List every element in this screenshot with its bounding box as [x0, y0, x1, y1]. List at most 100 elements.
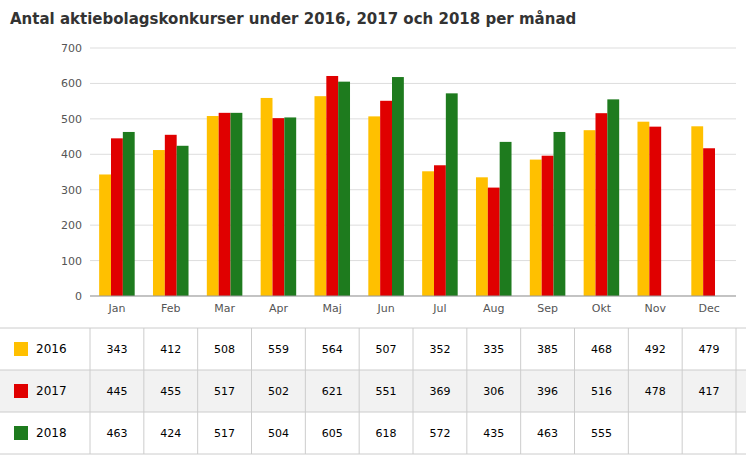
- bar: [207, 116, 219, 296]
- table-value: 551: [376, 385, 397, 398]
- grid-line: [90, 83, 736, 84]
- y-tick-label: 600: [61, 77, 82, 90]
- legend-swatch: [14, 426, 28, 440]
- table-border: [736, 328, 737, 454]
- table-value: 396: [537, 385, 558, 398]
- table-value: 463: [106, 427, 127, 440]
- table-value: 478: [645, 385, 666, 398]
- y-tick-label: 100: [61, 255, 82, 268]
- bar: [649, 127, 661, 296]
- x-tick-label: Feb: [161, 302, 180, 315]
- chart-title: Antal aktiebolagskonkurser under 2016, 2…: [10, 10, 576, 28]
- bar: [595, 113, 607, 296]
- legend-label: 2016: [36, 342, 67, 356]
- table-border: [574, 328, 575, 454]
- table-value: 621: [322, 385, 343, 398]
- bar: [554, 132, 566, 296]
- table-value: 504: [268, 427, 289, 440]
- table-border: [628, 328, 629, 454]
- x-tick-label: Jan: [107, 302, 125, 315]
- y-tick-label: 300: [61, 184, 82, 197]
- x-tick-label: Jun: [376, 302, 394, 315]
- grid-line: [90, 296, 736, 297]
- bar: [153, 150, 165, 296]
- table-value: 555: [591, 427, 612, 440]
- table-value: 517: [214, 427, 235, 440]
- data-table: 2016343412508559564507352335385468492479…: [0, 328, 746, 454]
- table-border: [682, 328, 683, 454]
- bar: [219, 113, 231, 296]
- table-border: [251, 328, 252, 454]
- bar: [703, 148, 715, 296]
- table-value: 445: [106, 385, 127, 398]
- bar: [326, 76, 338, 296]
- y-tick-label: 700: [61, 42, 82, 55]
- table-border: [197, 328, 198, 454]
- x-tick-label: Mar: [214, 302, 235, 315]
- table-value: 605: [322, 427, 343, 440]
- table-row: [0, 328, 746, 370]
- bar: [261, 98, 273, 296]
- y-tick-label: 0: [75, 290, 82, 303]
- table-value: 516: [591, 385, 612, 398]
- y-tick-label: 200: [61, 219, 82, 232]
- bar: [338, 82, 350, 296]
- bar: [476, 177, 488, 296]
- table-value: 492: [645, 343, 666, 356]
- table-border: [359, 328, 360, 454]
- table-value: 352: [429, 343, 450, 356]
- table-value: 385: [537, 343, 558, 356]
- chart-svg: Antal aktiebolagskonkurser under 2016, 2…: [0, 0, 746, 466]
- bar: [434, 165, 446, 296]
- bar: [165, 135, 177, 296]
- bar: [272, 118, 284, 296]
- table-border: [0, 412, 746, 413]
- table-value: 412: [160, 343, 181, 356]
- table-value: 468: [591, 343, 612, 356]
- bar: [607, 99, 619, 296]
- table-border: [90, 328, 91, 454]
- x-tick-label: Sep: [537, 302, 558, 315]
- table-border: [0, 370, 746, 371]
- bar: [177, 146, 189, 296]
- table-border: [305, 328, 306, 454]
- bar: [542, 156, 554, 296]
- bar: [380, 101, 392, 296]
- table-border: [143, 328, 144, 454]
- table-value: 335: [483, 343, 504, 356]
- bar: [530, 160, 542, 296]
- bar: [99, 174, 111, 296]
- table-value: 502: [268, 385, 289, 398]
- table-value: 517: [214, 385, 235, 398]
- grid-line: [90, 118, 736, 119]
- y-grid: [90, 48, 736, 296]
- legend-label: 2017: [36, 384, 67, 398]
- table-value: 369: [429, 385, 450, 398]
- bar: [284, 117, 296, 296]
- x-tick-label: Aug: [483, 302, 504, 315]
- bar: [488, 188, 500, 296]
- x-tick-label: Maj: [323, 302, 342, 315]
- table-value: 435: [483, 427, 504, 440]
- table-value: 559: [268, 343, 289, 356]
- chart-container: Antal aktiebolagskonkurser under 2016, 2…: [0, 0, 746, 466]
- y-tick-label: 400: [61, 148, 82, 161]
- x-axis-line: [90, 296, 736, 297]
- grid-line: [90, 48, 736, 49]
- bar: [446, 93, 458, 296]
- x-tick-label: Apr: [269, 302, 289, 315]
- table-value: 618: [376, 427, 397, 440]
- table-value: 417: [699, 385, 720, 398]
- bar: [422, 171, 434, 296]
- bar: [123, 132, 135, 296]
- y-tick-label: 500: [61, 113, 82, 126]
- bar: [111, 138, 123, 296]
- x-tick-label: Dec: [698, 302, 719, 315]
- table-value: 343: [106, 343, 127, 356]
- legend-swatch: [14, 384, 28, 398]
- table-value: 572: [429, 427, 450, 440]
- table-row: [0, 370, 746, 412]
- table-value: 455: [160, 385, 181, 398]
- table-value: 564: [322, 343, 343, 356]
- table-border: [0, 328, 746, 329]
